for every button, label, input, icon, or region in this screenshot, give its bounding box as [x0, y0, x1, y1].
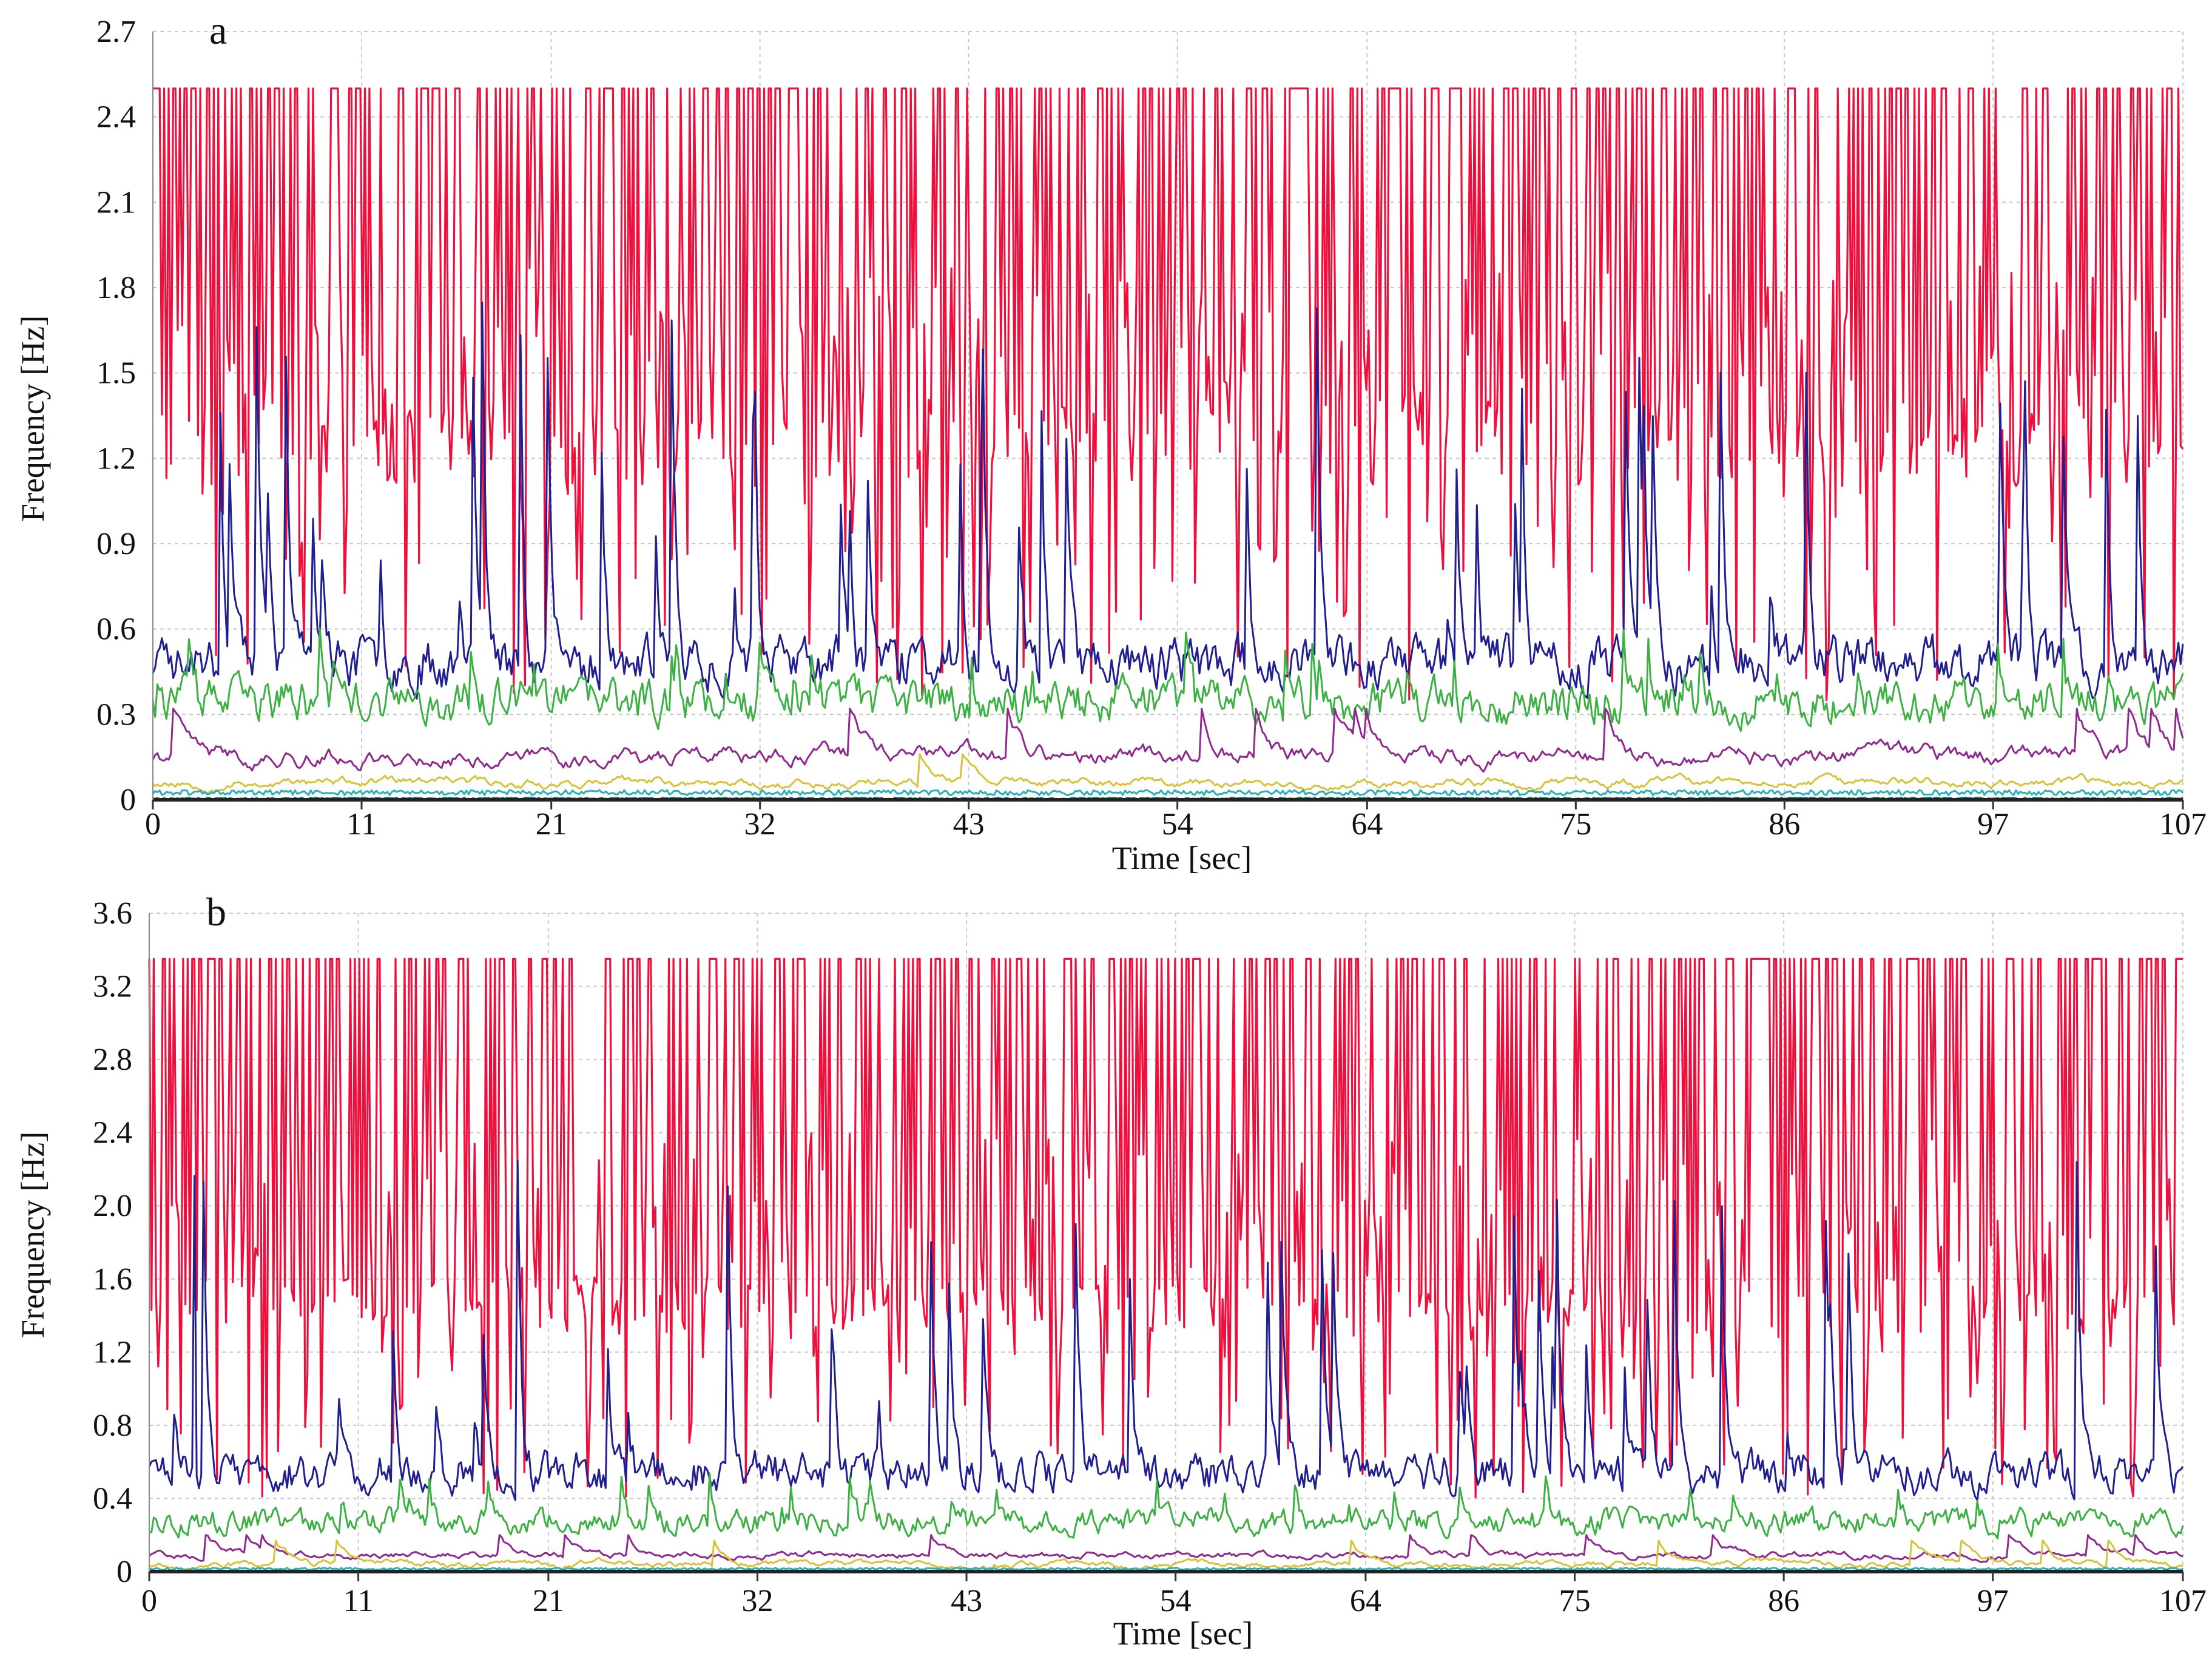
x-tick-label: 54	[1160, 1584, 1192, 1618]
panel-a-x-ticks: 0 11 21 32 43 54 64 75 86 97 107	[145, 800, 2207, 842]
series-line-purple	[148, 1534, 2183, 1564]
series-line-purple	[152, 708, 2184, 773]
panel-b-label: b	[206, 890, 226, 934]
x-tick-label: 64	[1350, 1584, 1381, 1618]
x-tick-label: 75	[1560, 807, 1591, 842]
panel-a-y-axis-title: Frequency [Hz]	[15, 316, 51, 522]
series-line-blue	[148, 1160, 2184, 1501]
panel-b-axes	[149, 913, 2183, 1573]
x-tick-label: 43	[951, 1584, 982, 1618]
x-tick-label: 64	[1351, 807, 1383, 842]
x-tick-label: 21	[533, 1584, 564, 1618]
y-tick-label: 3.2	[93, 970, 132, 1004]
y-tick-label: 0.9	[96, 527, 136, 561]
y-tick-label: 2.7	[96, 15, 136, 49]
x-tick-label: 97	[1977, 807, 2009, 842]
series-line-green	[149, 1472, 2184, 1540]
x-tick-label: 75	[1559, 1584, 1591, 1618]
series-line-blue	[152, 301, 2184, 700]
panel-b-y-ticks: 0 0.4 0.8 1.2 1.6 2.0 2.4 2.8 3.2 3.6	[93, 896, 132, 1589]
series-line-yellow	[152, 753, 2183, 794]
y-tick-label: 2.1	[96, 185, 136, 220]
series-line-cyan	[149, 1567, 2183, 1571]
panel-a-x-axis-title: Time [sec]	[1112, 840, 1252, 876]
panel-a-axes	[152, 32, 2183, 802]
panel-a-chart: 0 11 21 32 43 54 64 75 86 97 107 0 0.3 0.6 0.9 1.2 1.5 1…	[15, 8, 2207, 876]
y-tick-label: 0	[116, 1555, 132, 1589]
panel-b-x-axis-title: Time [sec]	[1113, 1615, 1253, 1652]
y-tick-label: 2.4	[93, 1116, 132, 1150]
y-tick-label: 0.8	[93, 1408, 132, 1443]
x-tick-label: 107	[2159, 1584, 2207, 1618]
y-tick-label: 0.4	[93, 1481, 132, 1516]
y-tick-label: 0.3	[96, 697, 136, 732]
x-tick-label: 43	[953, 807, 985, 842]
x-tick-label: 97	[1977, 1584, 2009, 1618]
panel-b-y-axis-title: Frequency [Hz]	[15, 1132, 51, 1338]
y-tick-label: 3.6	[93, 896, 132, 931]
y-tick-label: 1.5	[96, 356, 136, 391]
x-tick-label: 32	[741, 1584, 773, 1618]
x-tick-label: 0	[145, 807, 161, 842]
x-tick-label: 32	[744, 807, 776, 842]
y-tick-label: 0	[120, 783, 136, 817]
y-tick-label: 1.6	[93, 1262, 132, 1297]
y-tick-label: 2.8	[93, 1042, 132, 1077]
y-tick-label: 1.8	[96, 271, 136, 305]
x-tick-label: 21	[536, 807, 567, 842]
x-tick-label: 86	[1769, 807, 1800, 842]
panel-a-label: a	[209, 8, 227, 53]
x-tick-label: 86	[1768, 1584, 1799, 1618]
y-tick-label: 1.2	[93, 1335, 132, 1370]
panel-b-x-ticks: 0 11 21 32 43 54 64 75 86 97 107	[141, 1572, 2207, 1618]
panel-b-series	[148, 958, 2184, 1573]
panel-a-y-ticks: 0 0.3 0.6 0.9 1.2 1.5 1.8 2.1 2.4 2.7	[96, 15, 136, 817]
x-tick-label: 54	[1162, 807, 1193, 842]
x-tick-label: 11	[343, 1584, 374, 1618]
y-tick-label: 2.4	[96, 100, 136, 135]
series-line-red	[153, 87, 2184, 701]
series-line-red	[148, 958, 2183, 1499]
panel-b-chart: 0 11 21 32 43 54 64 75 86 97 107 0 0.4 0.8 1.2 1.6 2.0 2…	[15, 890, 2207, 1652]
x-tick-label: 0	[141, 1584, 157, 1618]
series-line-cyan	[152, 789, 2184, 796]
y-tick-label: 1.2	[96, 441, 136, 476]
panel-a-series	[152, 87, 2184, 800]
series-line-yellow	[149, 1539, 2183, 1573]
y-tick-label: 0.6	[96, 612, 136, 647]
y-tick-label: 2.0	[93, 1189, 132, 1223]
x-tick-label: 11	[346, 807, 377, 842]
series-line-green	[152, 627, 2184, 732]
x-tick-label: 107	[2159, 807, 2207, 842]
